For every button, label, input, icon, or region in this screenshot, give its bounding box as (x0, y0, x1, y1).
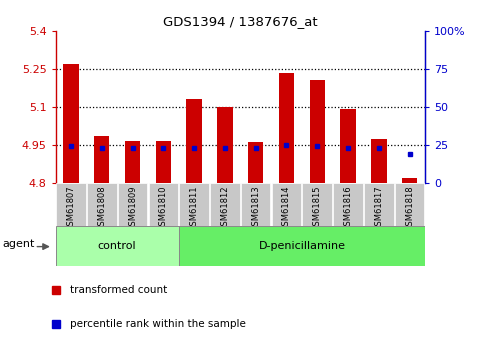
Text: GSM61813: GSM61813 (251, 185, 260, 230)
Bar (302, 183, 332, 226)
Bar (395, 183, 425, 226)
Bar (56, 226, 179, 266)
Text: GSM61808: GSM61808 (97, 185, 106, 230)
Text: transformed count: transformed count (70, 285, 167, 295)
Bar (94, 136, 110, 183)
Text: agent: agent (3, 239, 35, 249)
Bar (241, 183, 270, 226)
Bar (364, 183, 394, 226)
Bar (341, 109, 356, 183)
Bar (125, 141, 140, 183)
Bar (186, 99, 202, 183)
Bar (279, 73, 294, 183)
Text: GSM61814: GSM61814 (282, 185, 291, 230)
Bar (179, 226, 425, 266)
Bar (179, 183, 209, 226)
Bar (156, 141, 171, 183)
Text: percentile rank within the sample: percentile rank within the sample (70, 319, 246, 329)
Bar (310, 80, 325, 183)
Bar (217, 107, 233, 183)
Text: GSM61810: GSM61810 (159, 185, 168, 230)
Bar (402, 178, 417, 183)
Text: GSM61812: GSM61812 (220, 185, 229, 230)
Text: GSM61807: GSM61807 (67, 185, 75, 230)
Text: GSM61809: GSM61809 (128, 185, 137, 230)
Bar (149, 183, 178, 226)
Bar (371, 139, 386, 183)
Text: GSM61818: GSM61818 (405, 185, 414, 230)
Text: GSM61811: GSM61811 (190, 185, 199, 230)
Text: GSM61816: GSM61816 (343, 185, 353, 230)
Text: GSM61817: GSM61817 (374, 185, 384, 230)
Bar (87, 183, 116, 226)
Bar (118, 183, 147, 226)
Bar (333, 183, 363, 226)
Bar (56, 183, 85, 226)
Bar (272, 183, 301, 226)
Bar (210, 183, 240, 226)
Bar (63, 64, 79, 183)
Bar (248, 141, 263, 183)
Text: GSM61815: GSM61815 (313, 185, 322, 230)
Text: D-penicillamine: D-penicillamine (258, 241, 345, 251)
Title: GDS1394 / 1387676_at: GDS1394 / 1387676_at (163, 16, 318, 29)
Text: control: control (98, 241, 136, 251)
